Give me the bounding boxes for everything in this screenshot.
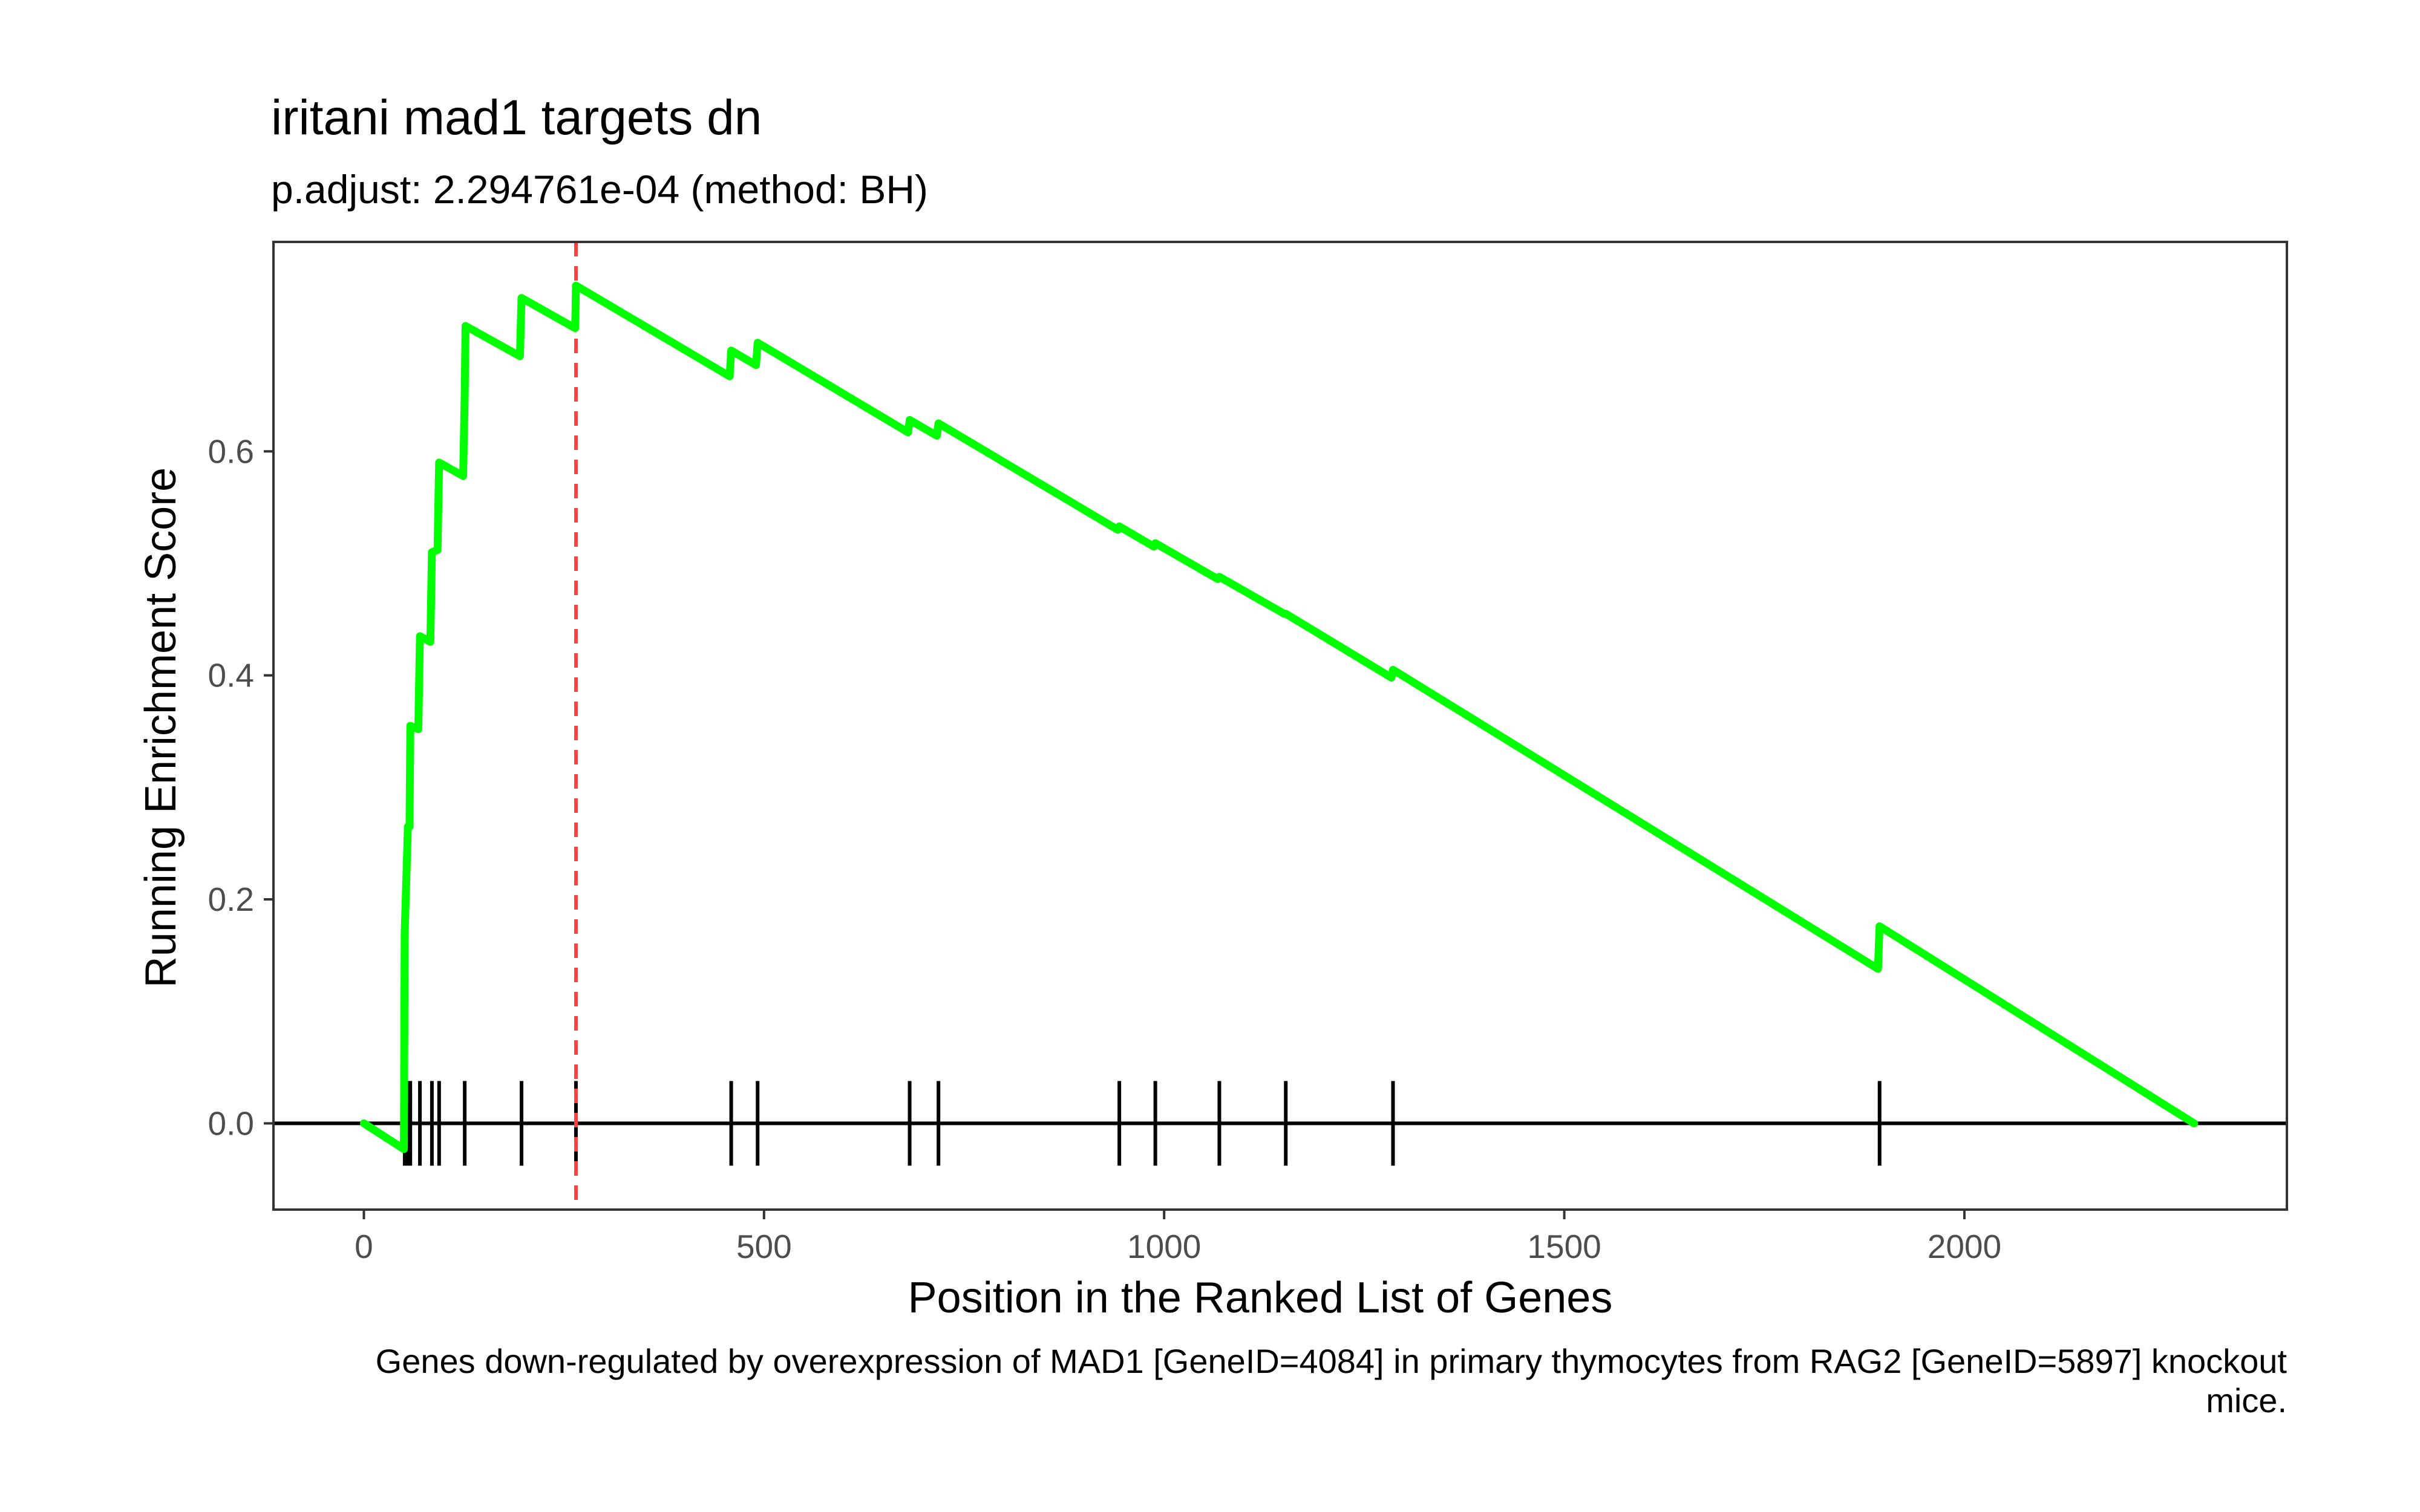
panel-border bbox=[272, 241, 2288, 1211]
y-tick-label: 0.2 bbox=[208, 881, 254, 918]
chart-subtitle: p.adjust: 2.294761e-04 (method: BH) bbox=[271, 167, 928, 212]
plot-area: 0 500 1000 1500 2000 0.0 0.2 0.4 0.6 bbox=[208, 241, 2288, 1265]
caption-line-1: Genes down-regulated by overexpression o… bbox=[376, 1342, 2288, 1380]
y-tick-label: 0.0 bbox=[208, 1104, 254, 1142]
x-tick-label: 2000 bbox=[1928, 1228, 2001, 1265]
x-tick-label: 500 bbox=[736, 1228, 792, 1265]
chart-title: iritani mad1 targets dn bbox=[271, 90, 762, 145]
x-tick-label: 1000 bbox=[1127, 1228, 1201, 1265]
running-score-line bbox=[360, 281, 2199, 1153]
y-axis-label: Running Enrichment Score bbox=[137, 468, 185, 988]
caption-line-2: mice. bbox=[2206, 1381, 2287, 1419]
y-tick-label: 0.6 bbox=[208, 432, 254, 470]
x-tick-label: 0 bbox=[355, 1228, 373, 1265]
y-tick-label: 0.4 bbox=[208, 657, 254, 694]
x-axis-label: Position in the Ranked List of Genes bbox=[908, 1274, 1613, 1322]
x-tick-label: 1500 bbox=[1527, 1228, 1601, 1265]
